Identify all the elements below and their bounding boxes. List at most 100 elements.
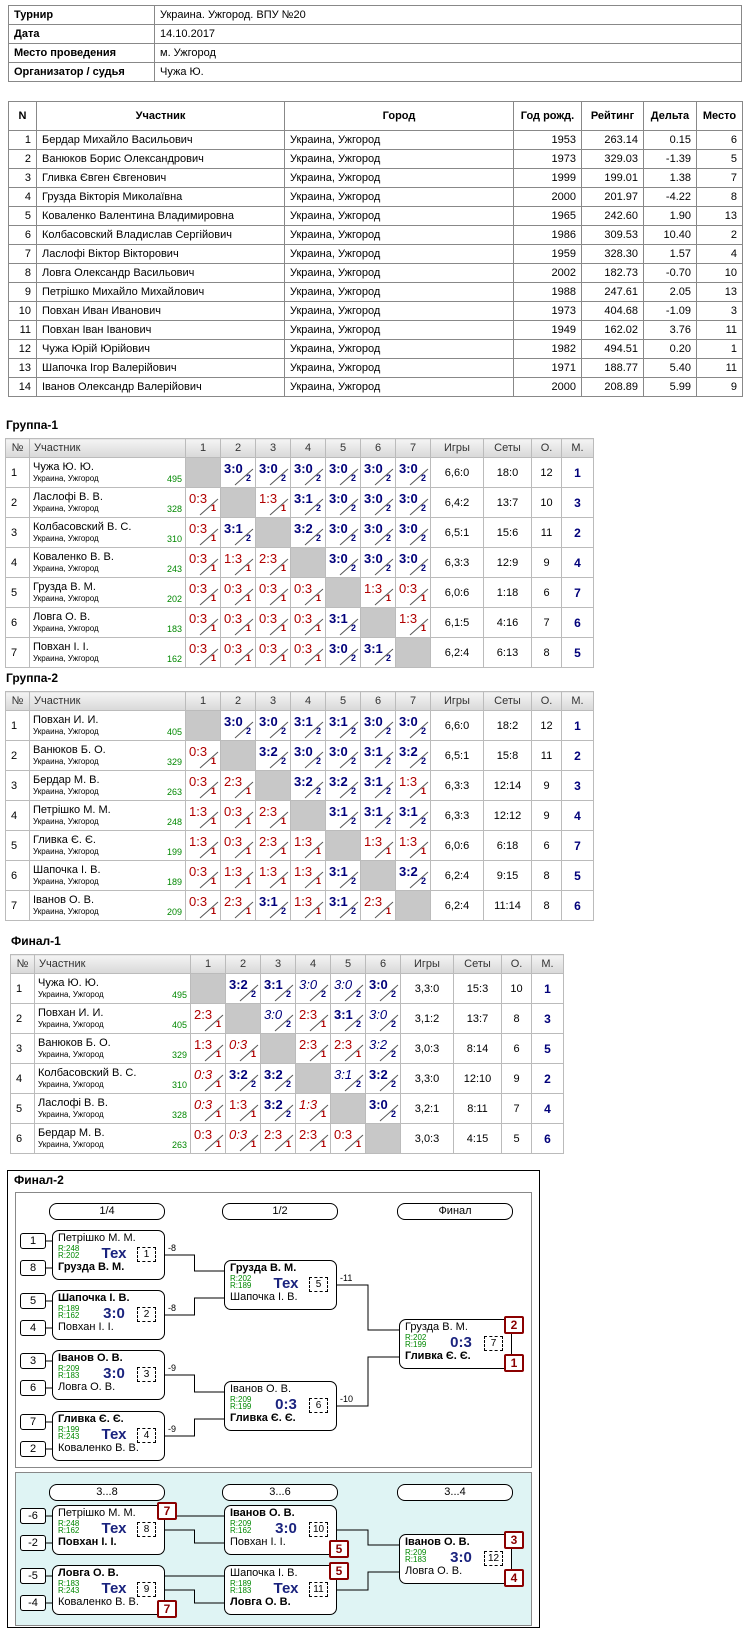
score: 2:3 [224, 894, 243, 909]
score: 0:3 [194, 1097, 213, 1112]
score-cell: 3:2 2 [365, 1063, 401, 1094]
bracket-line [165, 1254, 224, 1272]
player-name: Повхан І. І. [33, 640, 89, 653]
score-points: 1 [245, 816, 251, 826]
column-header: Рейтинг [581, 101, 644, 131]
group-row: 5 Ласлофі В. В. Украина, Ужгород 328 0:3 1 1:3… [10, 1093, 564, 1124]
column-header: 5 [330, 954, 366, 974]
score-slash [274, 984, 294, 1002]
score-cell: 1:3 1 [360, 830, 396, 861]
score-slash [309, 1134, 329, 1152]
score-slash [379, 984, 399, 1002]
score: 3:2 [264, 1067, 283, 1082]
slash-line [374, 588, 394, 606]
score-points: 1 [215, 1049, 221, 1059]
score: 0:3 [189, 491, 208, 506]
score-cell: 3:2 2 [225, 973, 261, 1004]
player-rating: 162 [166, 653, 182, 664]
score-cell: 3:0 2 [260, 1003, 296, 1034]
score-points: 1 [385, 906, 391, 916]
score-points: 1 [250, 1049, 256, 1059]
score-box: 0:3 1 [192, 1065, 225, 1093]
diagonal-cell [395, 890, 431, 921]
score-slash [374, 588, 394, 606]
score-slash [344, 1134, 364, 1152]
score-box: 3:0 2 [327, 519, 360, 547]
score-box: 3:2 2 [397, 862, 430, 890]
score-points: 2 [385, 533, 391, 543]
score: 3:0 [399, 521, 418, 536]
match-number: 2 [137, 1307, 156, 1322]
score-box: 3:1 2 [362, 639, 395, 667]
score-points: 2 [245, 473, 251, 483]
score: 2:3 [259, 804, 278, 819]
score-box: 1:3 1 [222, 862, 255, 890]
score-points: 2 [390, 1019, 396, 1029]
score-slash [304, 588, 324, 606]
participant-row: 4 Грузда Вікторія Миколаївна Украина, Ужго… [8, 187, 743, 207]
score-box: 3:1 2 [332, 1065, 365, 1093]
score-points: 2 [350, 473, 356, 483]
seed-box: 2 [20, 1441, 46, 1457]
score-slash [409, 558, 429, 576]
score: 1:3 [189, 834, 208, 849]
score-points: 2 [385, 786, 391, 796]
score-points: 2 [280, 756, 286, 766]
slash-line [379, 1074, 399, 1092]
player-rating: 328 [171, 1109, 187, 1120]
player-rating: R:243 [58, 1432, 80, 1441]
row-number: 4 [5, 547, 30, 578]
score-box: 3:2 2 [292, 772, 325, 800]
slash-line [234, 871, 254, 889]
group-row: 3 Ванюков Б. О. Украина, Ужгород 329 1:3 1 0:3… [10, 1033, 564, 1064]
column-header: 7 [395, 438, 431, 458]
score-slash [199, 781, 219, 799]
score-box: 3:0 2 [257, 459, 290, 487]
slash-line [304, 901, 324, 919]
score-box: 3:0 2 [397, 549, 430, 577]
score: 3:2 [369, 1037, 388, 1052]
player-name: Коваленко В. В. [58, 1442, 139, 1454]
score-box: 3:0 2 [367, 1095, 400, 1123]
score-box: 3:0 2 [262, 1005, 295, 1033]
sets: 9:15 [483, 860, 532, 891]
seed-box: 7 [20, 1414, 46, 1430]
player-info: Украина, Ужгород 405 [38, 1019, 187, 1031]
place: 5 [531, 1033, 564, 1064]
score: 0:3 [194, 1127, 213, 1142]
games: 3,0:3 [400, 1033, 454, 1064]
group-table: № Участник 1 2 3 4 5 6 Игры Сеты О. М. 1 Чужа Ю. Ю. Ук… [10, 954, 564, 1154]
place-box: 7 [157, 1600, 177, 1618]
match-box [399, 1534, 512, 1584]
score-slash [199, 558, 219, 576]
player-name: Коваленко В. В. [58, 1596, 139, 1608]
column-header: 2 [220, 438, 256, 458]
games: 3,3:0 [400, 1063, 454, 1094]
slash-line [199, 528, 219, 546]
score-cell: 3:2 2 [255, 740, 291, 771]
sets: 12:14 [483, 770, 532, 801]
player-cell: Повхан И. И. Украина, Ужгород 405 [34, 1003, 191, 1034]
match-box [52, 1290, 165, 1340]
participant-row: 11 Повхан Іван Іванович Украина, Ужгород 19… [8, 320, 743, 340]
info-value: Чужа Ю. [154, 62, 742, 82]
games: 6,2:4 [430, 860, 484, 891]
slash-line [344, 984, 364, 1002]
score-points: 2 [250, 1079, 256, 1089]
slash-line [374, 648, 394, 666]
slash-line [374, 901, 394, 919]
score-box: 2:3 1 [257, 832, 290, 860]
score-points: 1 [420, 786, 426, 796]
score-cell: 2:3 1 [295, 1123, 331, 1154]
score-cell: 3:0 2 [325, 517, 361, 548]
score-cell: 3:0 2 [360, 457, 396, 488]
slash-line [344, 1014, 364, 1032]
slash-line [339, 871, 359, 889]
sets: 18:0 [483, 457, 532, 488]
score: 3:0 [329, 641, 348, 656]
column-header: 6 [360, 438, 396, 458]
score-cell: 1:3 1 [395, 770, 431, 801]
group-row: 5 Грузда В. М. Украина, Ужгород 202 0:3 1 0:3 1… [5, 577, 594, 608]
score-slash [339, 528, 359, 546]
